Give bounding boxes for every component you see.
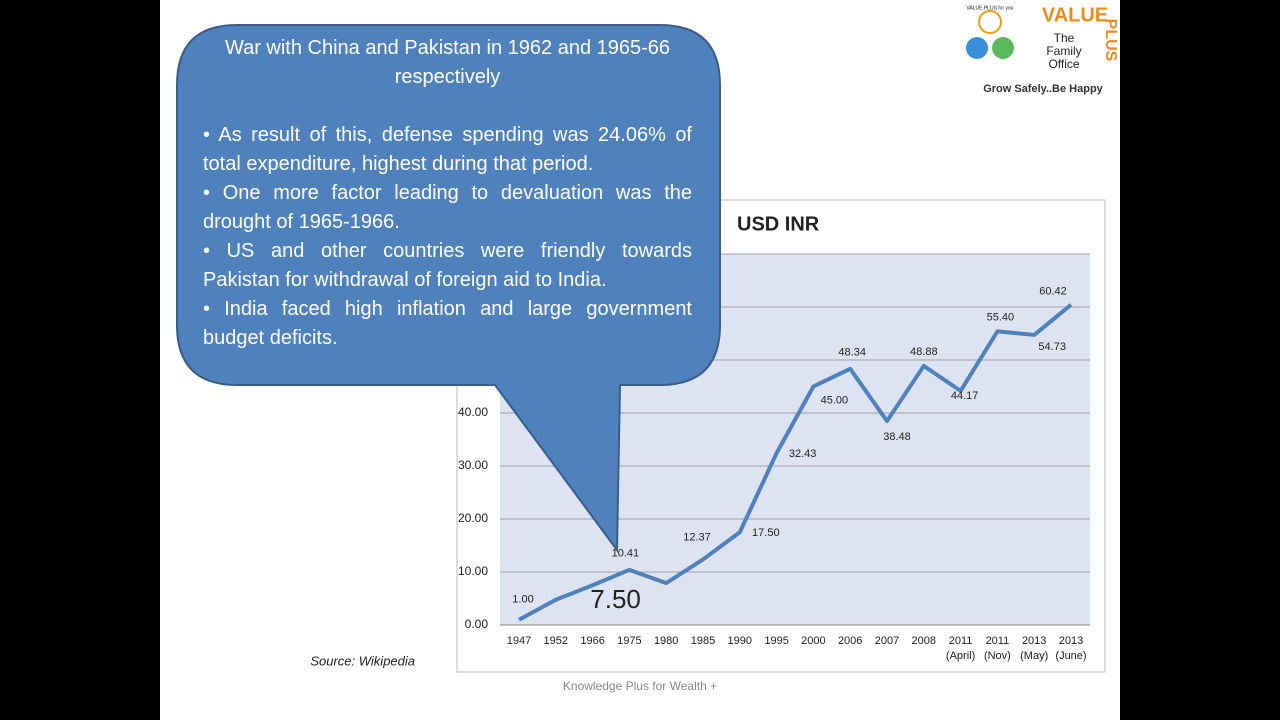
data-label: 1.00 — [512, 594, 533, 606]
x-tick-label: 2007 — [874, 635, 900, 647]
data-label: 44.17 — [951, 390, 979, 402]
logo-tagline: Grow Safely..Be Happy — [983, 83, 1103, 95]
data-label: 17.50 — [752, 527, 780, 539]
x-tick-label: 2000 — [801, 635, 826, 647]
x-tick-label: 2013 (June) — [1055, 635, 1087, 662]
callout-bullet: • US and other countries were friendly t… — [203, 240, 692, 291]
logo-brand: PLUS — [1102, 19, 1119, 62]
data-label: 45.00 — [821, 394, 849, 406]
callout-bullet: • As result of this, defense spending wa… — [203, 124, 692, 175]
callout-text: War with China and Pakistan in 1962 and … — [203, 34, 692, 353]
data-label: 48.34 — [838, 347, 866, 359]
x-tick-label: 1980 — [653, 635, 679, 647]
callout-bullet: • India faced high inflation and large g… — [203, 298, 692, 349]
x-tick-label: 2011 (Nov) — [983, 635, 1011, 662]
x-tick-label: 2013 (May) — [1020, 635, 1049, 662]
data-label: 54.73 — [1038, 341, 1066, 353]
data-label: 60.42 — [1039, 286, 1067, 298]
logo-small: VALUE PLUS for you — [966, 5, 1013, 11]
line-series — [518, 303, 1073, 622]
callout-bubble — [176, 24, 721, 553]
x-tick-label: 1966 — [580, 635, 605, 647]
logo-subtitle: Family — [1046, 44, 1081, 58]
logo-icon — [992, 37, 1014, 59]
data-label: 7.50 — [590, 584, 641, 614]
y-tick-label: 20.00 — [458, 511, 488, 525]
data-label: 10.41 — [612, 548, 640, 560]
y-tick-label: 30.00 — [458, 458, 488, 472]
data-label: 32.43 — [789, 448, 817, 460]
logo-subtitle: The — [1054, 31, 1075, 45]
y-tick-label: 40.00 — [458, 405, 488, 419]
logo-brand: VALUE — [1042, 4, 1108, 26]
x-tick-label: 2011 (April) — [945, 635, 976, 662]
x-tick-label: 1995 — [764, 635, 789, 647]
x-tick-label: 1990 — [727, 635, 753, 647]
callout-bullet: • One more factor leading to devaluation… — [203, 182, 692, 233]
y-tick-label: 10.00 — [458, 564, 488, 578]
x-tick-label: 1952 — [543, 635, 569, 647]
chart-title: USD INR — [737, 213, 820, 235]
x-tick-label: 2006 — [837, 635, 863, 647]
data-label: 55.40 — [987, 311, 1015, 323]
data-label: 48.88 — [910, 346, 938, 358]
source: Source: Wikipedia — [310, 653, 415, 668]
data-label: 38.48 — [883, 431, 911, 443]
logo-icon — [978, 10, 1002, 34]
x-tick-label: 1947 — [506, 635, 532, 647]
x-tick-label: 1975 — [617, 635, 642, 647]
x-tick-label: 1985 — [690, 635, 716, 647]
y-tick-label: 0.00 — [465, 617, 489, 631]
logo-icon — [966, 37, 988, 59]
data-label: 12.37 — [683, 531, 711, 543]
footer: Knowledge Plus for Wealth + — [563, 679, 717, 693]
callout-title: War with China and Pakistan in 1962 and … — [224, 37, 671, 88]
logo-subtitle: Office — [1048, 57, 1079, 71]
x-tick-label: 2008 — [911, 635, 937, 647]
